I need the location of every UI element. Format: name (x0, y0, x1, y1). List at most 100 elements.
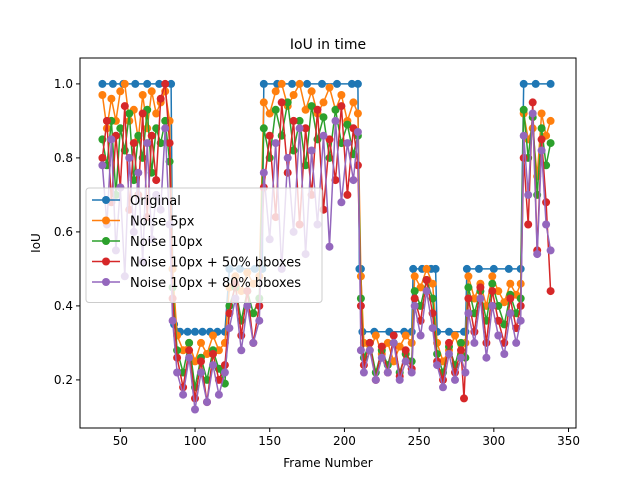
data-point (155, 79, 164, 88)
legend-label: Noise 10px + 80% bboxes (130, 276, 301, 291)
data-point (161, 79, 170, 88)
data-point (259, 98, 268, 107)
x-tick-label: 250 (408, 434, 431, 448)
data-point (143, 79, 152, 88)
data-point (488, 301, 497, 310)
data-point (255, 316, 264, 325)
y-tick-label: 0.8 (54, 151, 73, 165)
data-point (143, 124, 152, 133)
data-point (295, 116, 304, 125)
data-point (325, 83, 334, 92)
data-point (259, 168, 268, 177)
data-point (214, 346, 223, 355)
data-point (265, 109, 274, 118)
data-point (476, 283, 485, 292)
legend-label: Original (130, 194, 181, 209)
data-point (265, 131, 274, 140)
data-point (107, 94, 116, 103)
data-point (209, 331, 217, 340)
data-point (410, 301, 419, 310)
data-point (407, 368, 416, 377)
data-point (108, 79, 117, 88)
plot-frame (79, 57, 577, 429)
data-point (337, 102, 346, 111)
legend-item: Noise 10px (92, 235, 203, 250)
data-point (283, 98, 292, 107)
data-point (519, 131, 528, 140)
x-tick-label: 350 (557, 434, 580, 448)
data-point (319, 98, 328, 107)
data-point (283, 153, 292, 162)
data-point (301, 105, 310, 114)
data-point (464, 309, 473, 318)
y-axis: 0.2 0.4 0.6 0.8 1.0 (54, 77, 80, 387)
data-point (410, 294, 419, 303)
data-point (482, 353, 491, 362)
data-point (277, 98, 286, 107)
data-point (138, 109, 147, 118)
data-point (120, 102, 129, 111)
data-point (428, 279, 437, 288)
data-point (343, 190, 352, 199)
data-point (457, 353, 465, 362)
data-point (295, 79, 304, 88)
data-point (179, 390, 188, 399)
data-point (203, 350, 211, 358)
data-point (191, 327, 199, 336)
y-axis-label: IoU (29, 233, 43, 253)
data-point (464, 272, 473, 281)
data-point (147, 131, 156, 140)
data-point (401, 346, 410, 355)
data-point (271, 139, 280, 148)
data-point (220, 368, 229, 377)
data-point (476, 294, 485, 303)
data-point (277, 79, 286, 88)
y-tick-label: 0.4 (54, 299, 73, 313)
data-point (197, 368, 205, 377)
data-point (349, 98, 358, 107)
data-point (325, 242, 334, 251)
data-point (347, 79, 356, 88)
data-point (134, 168, 143, 177)
data-point (337, 198, 346, 207)
data-point (198, 327, 207, 336)
data-point (249, 338, 258, 347)
data-point (259, 124, 268, 133)
data-point (461, 368, 470, 377)
data-point (209, 361, 217, 370)
data-point (537, 109, 546, 118)
data-point (462, 264, 471, 273)
data-point (107, 135, 116, 144)
data-point (98, 153, 107, 162)
data-point (353, 109, 362, 118)
data-point (134, 131, 143, 140)
legend-item: Original (92, 194, 181, 209)
data-point (143, 139, 152, 148)
series-line (101, 112, 552, 411)
data-point (365, 346, 374, 355)
data-point (343, 139, 352, 148)
data-point (422, 264, 431, 273)
data-point (488, 287, 497, 296)
data-point (460, 394, 468, 403)
data-point (451, 375, 459, 384)
data-point (409, 264, 418, 273)
data-point (519, 79, 528, 88)
data-point (470, 294, 479, 303)
data-point (464, 283, 473, 292)
data-point (313, 105, 322, 114)
data-point (445, 338, 453, 347)
data-point (542, 198, 551, 207)
legend: Original Noise 5px Noise 10px Noise 10px + … (85, 187, 323, 303)
data-point (98, 161, 107, 170)
x-tick-label: 50 (113, 434, 128, 448)
data-point (333, 79, 341, 88)
data-point (401, 331, 410, 340)
data-point (98, 91, 107, 99)
legend-label: Noise 5px (130, 215, 195, 230)
data-point (506, 279, 515, 288)
data-point (401, 357, 410, 366)
data-point (494, 331, 503, 340)
data-point (156, 94, 165, 103)
